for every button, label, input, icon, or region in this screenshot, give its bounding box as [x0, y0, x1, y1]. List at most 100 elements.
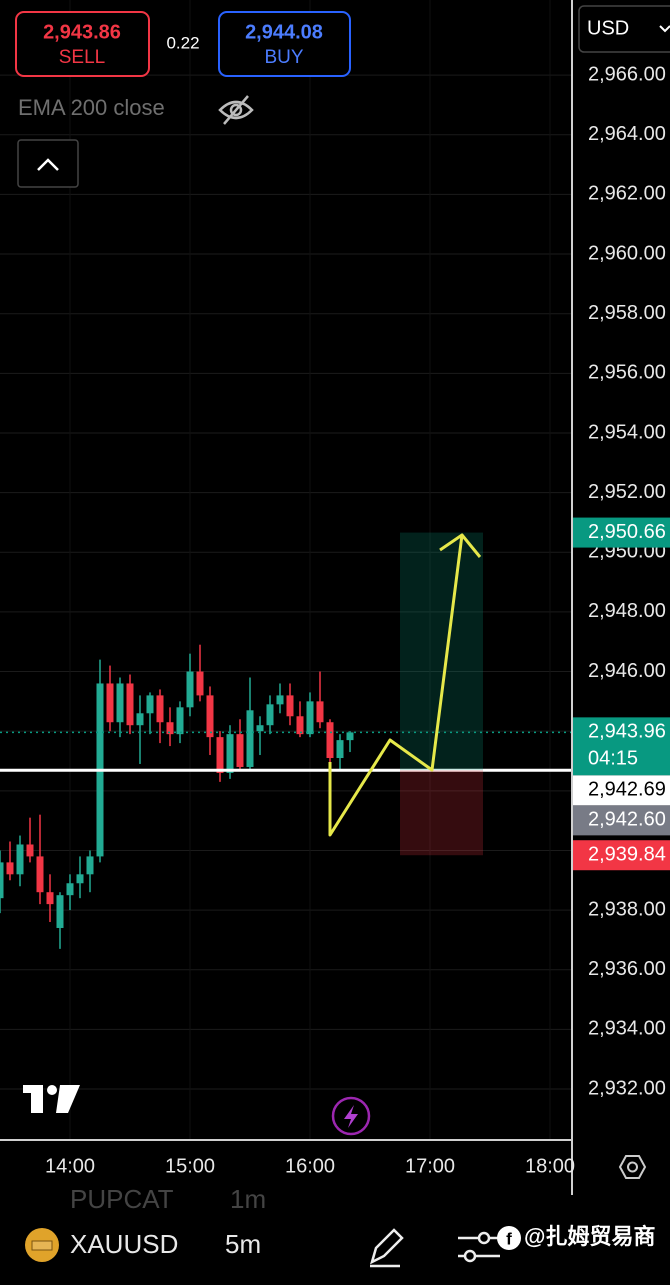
- lightning-button[interactable]: [331, 1096, 371, 1136]
- candle-body: [36, 856, 44, 893]
- buy-price: 2,944.08: [245, 21, 323, 43]
- candle-body: [256, 725, 264, 732]
- y-tick-label: 2,952.00: [588, 481, 666, 503]
- interval[interactable]: 5m: [225, 1229, 261, 1259]
- candle-body: [346, 732, 354, 741]
- draw-tool-icon[interactable]: [370, 1228, 404, 1268]
- candle-body: [216, 737, 224, 773]
- candle-body: [326, 722, 334, 759]
- candle-body: [246, 710, 254, 767]
- y-tick-label: 2,932.00: [588, 1077, 666, 1099]
- facebook-icon: [497, 1226, 521, 1250]
- price-axis: 2,932.002,934.002,936.002,938.002,940.00…: [573, 63, 670, 1099]
- y-tick-label: 2,962.00: [588, 183, 666, 205]
- candle-body: [296, 716, 304, 735]
- x-tick-label: 14:00: [45, 1155, 95, 1177]
- candle-body: [266, 704, 274, 726]
- candle-body: [276, 695, 284, 705]
- gold-bar: [31, 1240, 53, 1251]
- candle-body: [146, 695, 154, 714]
- countdown: 04:15: [588, 748, 638, 770]
- collapse-button[interactable]: [17, 139, 79, 188]
- price-label: 2,942.69: [588, 779, 666, 801]
- candle-body: [86, 856, 94, 875]
- price-label: 2,942.60: [588, 809, 666, 831]
- y-tick-label: 2,946.00: [588, 660, 666, 682]
- hide-indicator-icon[interactable]: [218, 95, 254, 125]
- buy-button[interactable]: [218, 11, 351, 77]
- indicators-icon[interactable]: [458, 1231, 500, 1263]
- lightning-icon: [344, 1105, 358, 1128]
- candle-body: [136, 713, 144, 726]
- price-label: 2,943.96: [588, 721, 666, 743]
- drawn-arrow: [328, 534, 464, 837]
- price-label-bg: [573, 805, 670, 836]
- candle-body: [16, 844, 24, 875]
- candle-body: [166, 722, 174, 735]
- candle-body: [26, 844, 34, 857]
- candle-body: [126, 683, 134, 726]
- candle-body: [56, 895, 64, 928]
- sell-price: 2,943.86: [43, 21, 121, 43]
- price-label-bg: [573, 717, 670, 776]
- price-label-bg: [573, 775, 670, 806]
- y-tick-label: 2,934.00: [588, 1018, 666, 1040]
- ghost-interval: 1m: [230, 1184, 266, 1214]
- bottom-bar: [0, 1196, 670, 1280]
- y-tick-label: 2,948.00: [588, 600, 666, 622]
- candle-body: [46, 892, 54, 905]
- indicator-label: EMA 200 close: [18, 95, 165, 120]
- sell-button[interactable]: [15, 11, 150, 77]
- candle-body: [306, 701, 314, 735]
- ghost-symbol: PUPCAT: [70, 1184, 174, 1214]
- plot: [0, 0, 572, 1140]
- x-tick-label: 17:00: [405, 1155, 455, 1177]
- candle-body: [226, 734, 234, 773]
- candle-body: [286, 695, 294, 717]
- candle-body: [176, 707, 184, 735]
- settings-icon[interactable]: [618, 1155, 647, 1179]
- x-tick-label: 15:00: [165, 1155, 215, 1177]
- chevron-down: [659, 25, 670, 33]
- chevron-up: [37, 158, 59, 171]
- arrow-head: [439, 533, 482, 558]
- candle-body: [206, 695, 214, 738]
- buy-label: BUY: [264, 47, 303, 68]
- candle-body: [236, 734, 244, 767]
- price-label: 2,950.66: [588, 521, 666, 543]
- candle-body: [106, 683, 114, 723]
- currency-button[interactable]: [578, 5, 670, 53]
- candle-body: [116, 683, 124, 723]
- y-tick-label: 2,966.00: [588, 63, 666, 85]
- y-tick-label: 2,954.00: [588, 421, 666, 443]
- candle-body: [336, 740, 344, 759]
- candle-body: [316, 701, 324, 723]
- x-tick-label: 16:00: [285, 1155, 335, 1177]
- y-tick-label: 2,958.00: [588, 302, 666, 324]
- y-tick-label: 2,960.00: [588, 242, 666, 264]
- candle-body: [66, 883, 74, 896]
- currency: USD: [587, 17, 629, 39]
- symbol[interactable]: XAUUSD: [70, 1229, 178, 1259]
- watermark: @扎姆贸易商: [524, 1224, 655, 1249]
- y-tick-label: 2,936.00: [588, 958, 666, 980]
- candle-body: [0, 862, 4, 899]
- spread: 0.22: [166, 33, 199, 52]
- candle-body: [186, 671, 194, 708]
- candle-body: [196, 671, 204, 696]
- candle-body: [6, 862, 14, 875]
- overlay: [328, 532, 483, 856]
- y-tick-label: 2,956.00: [588, 362, 666, 384]
- y-tick-label: 2,964.00: [588, 123, 666, 145]
- price-label: 2,939.84: [588, 844, 666, 866]
- loss-zone: [400, 770, 483, 856]
- candle-body: [76, 874, 84, 884]
- price-label-bg: [573, 517, 670, 548]
- facebook-f: f: [506, 1229, 512, 1248]
- tv-logo: [23, 1085, 80, 1113]
- y-tick-label: 2,938.00: [588, 898, 666, 920]
- candle-body: [156, 695, 164, 723]
- symbol-icon: [25, 1228, 59, 1262]
